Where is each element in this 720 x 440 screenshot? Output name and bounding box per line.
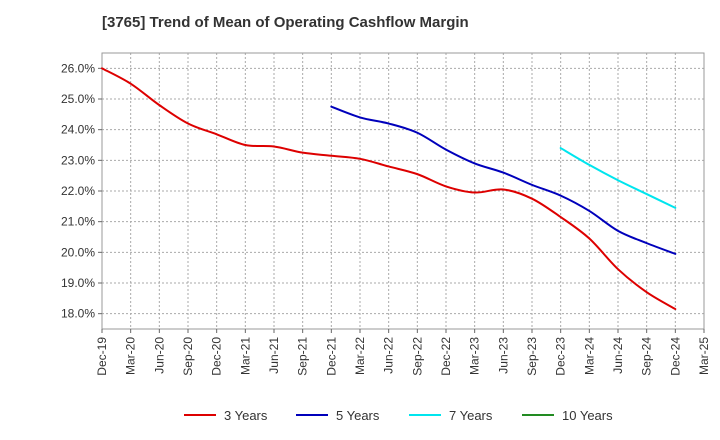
- x-tick-label: Mar-23: [468, 337, 482, 375]
- x-tick-label: Sep-22: [410, 337, 424, 376]
- y-tick-label: 24.0%: [61, 123, 95, 137]
- x-tick-label: Jun-22: [382, 337, 396, 374]
- y-axis-ticks: 18.0% 19.0% 20.0% 21.0% 22.0% 23.0% 24.0% 25.0%…: [61, 61, 102, 321]
- x-tick-label: Sep-23: [525, 337, 539, 376]
- x-tick-label: Sep-21: [296, 337, 310, 376]
- legend-label-5-years: 5 Years: [336, 408, 380, 423]
- x-tick-label: Jun-24: [611, 337, 625, 374]
- series-line-5-years: [330, 105, 677, 255]
- x-tick-label: Mar-24: [582, 337, 596, 375]
- series-lines: [101, 67, 677, 311]
- x-tick-label: Mar-20: [124, 337, 138, 375]
- x-tick-label: Mar-22: [353, 337, 367, 375]
- legend: 3 Years 5 Years 7 Years 10 Years: [184, 408, 613, 423]
- x-axis-ticks: Dec-19 Mar-20 Jun-20 Sep-20 Dec-20 Mar-21 Jun-…: [95, 329, 711, 376]
- y-tick-label: 21.0%: [61, 215, 95, 229]
- chart-title: [3765] Trend of Mean of Operating Cashfl…: [102, 14, 469, 31]
- y-tick-label: 25.0%: [61, 92, 95, 106]
- legend-label-7-years: 7 Years: [449, 408, 493, 423]
- x-tick-label: Dec-22: [439, 337, 453, 376]
- y-tick-label: 20.0%: [61, 245, 95, 259]
- x-tick-label: Jun-23: [496, 337, 510, 374]
- x-tick-label: Dec-20: [210, 337, 224, 376]
- y-tick-label: 18.0%: [61, 307, 95, 321]
- legend-label-10-years: 10 Years: [562, 408, 613, 423]
- y-tick-label: 22.0%: [61, 184, 95, 198]
- series-line-3-years: [101, 67, 677, 311]
- x-tick-label: Dec-23: [554, 337, 568, 376]
- grid-lines: [102, 53, 704, 329]
- x-tick-label: Jun-20: [152, 337, 166, 374]
- x-tick-label: Jun-21: [267, 337, 281, 374]
- x-tick-label: Sep-20: [181, 337, 195, 376]
- y-tick-label: 19.0%: [61, 276, 95, 290]
- x-tick-label: Mar-25: [697, 337, 711, 375]
- x-tick-label: Dec-21: [324, 337, 338, 376]
- series-line-7-years: [559, 147, 677, 209]
- x-tick-label: Sep-24: [640, 337, 654, 376]
- legend-label-3-years: 3 Years: [224, 408, 268, 423]
- x-tick-label: Dec-19: [95, 337, 109, 376]
- x-tick-label: Mar-21: [238, 337, 252, 375]
- y-tick-label: 26.0%: [61, 61, 95, 75]
- y-tick-label: 23.0%: [61, 153, 95, 167]
- x-tick-label: Dec-24: [668, 337, 682, 376]
